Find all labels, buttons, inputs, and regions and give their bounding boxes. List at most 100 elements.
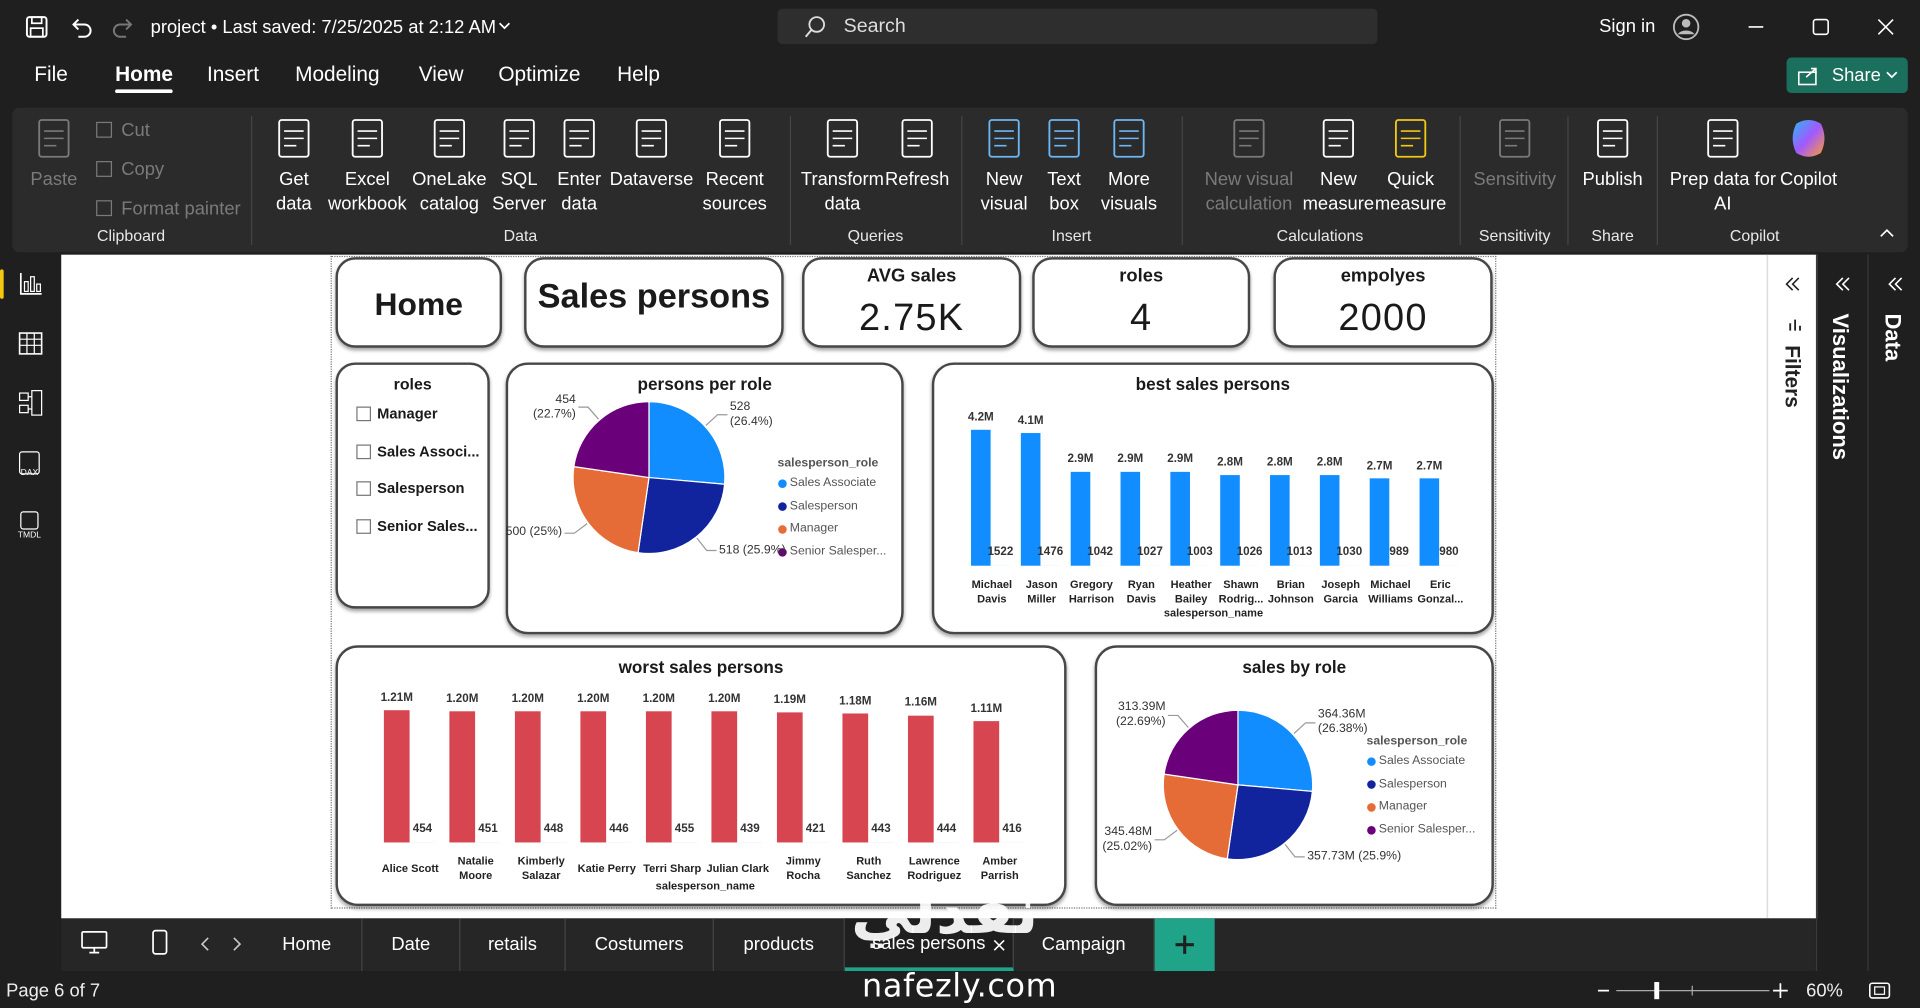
tmdl-view[interactable]: TMDL — [15, 509, 47, 541]
menu-item[interactable]: Help — [617, 62, 660, 86]
kpi-value: 2000 — [1338, 295, 1428, 339]
page-tab-label: sales persons — [872, 932, 986, 954]
table-view[interactable] — [17, 329, 44, 358]
ribbon-small-button[interactable]: Cut — [93, 118, 150, 142]
pie-slice — [572, 465, 650, 554]
page-tab[interactable]: Date — [362, 918, 461, 972]
page-tab[interactable]: Home — [252, 918, 363, 972]
maximize[interactable] — [1809, 15, 1833, 39]
save-icon[interactable] — [24, 15, 48, 39]
mobile-layout[interactable] — [149, 928, 171, 957]
ribbon-button[interactable]: Paste — [0, 114, 109, 192]
page-tab[interactable]: products — [714, 918, 845, 972]
menu-item[interactable]: Insert — [206, 62, 260, 86]
icon-lines — [1239, 130, 1259, 147]
page-tab[interactable]: retails — [460, 918, 566, 972]
ribbon-button[interactable]: New visual calculation — [1194, 114, 1304, 217]
ribbon-button[interactable]: Sensitivity — [1460, 114, 1570, 192]
sign-in[interactable]: Sign in — [1599, 15, 1656, 37]
fit-to-page[interactable] — [1867, 980, 1891, 1002]
ribbon-button[interactable]: New visual — [949, 114, 1059, 217]
leader-line — [1168, 714, 1189, 728]
menu-item[interactable]: Home — [115, 62, 173, 86]
expand-visualizations[interactable] — [1834, 276, 1851, 293]
ribbon-button[interactable]: Copilot — [1753, 114, 1863, 192]
ribbon-button[interactable]: Transform data — [787, 114, 897, 217]
previous-page[interactable] — [198, 936, 213, 953]
ribbon-button-label: Excel workbook — [328, 168, 407, 215]
ribbon-button[interactable]: Publish — [1558, 114, 1668, 192]
menu-item[interactable]: View — [418, 62, 464, 86]
ribbon-button[interactable]: Excel workbook — [312, 114, 422, 217]
avatar[interactable] — [1671, 12, 1700, 41]
legend-entry: Salesperson — [1378, 777, 1447, 791]
new-page-button[interactable] — [1154, 918, 1215, 972]
filters-label: Filters — [1780, 345, 1804, 408]
icon-lines — [724, 130, 745, 147]
next-page[interactable] — [229, 936, 244, 953]
icon-lines — [1119, 130, 1139, 147]
page-tab[interactable]: Campaign — [1014, 918, 1155, 972]
ribbon-button[interactable]: Prep data for AI — [1668, 114, 1778, 217]
group-separator — [1459, 116, 1461, 245]
bar — [1120, 471, 1141, 566]
dax-query-view[interactable]: DAX — [15, 449, 47, 481]
report-view[interactable] — [17, 269, 44, 298]
active-menu-underline — [115, 89, 173, 94]
menu-item[interactable]: Modeling — [295, 62, 380, 86]
desktop-layout[interactable] — [80, 928, 109, 957]
menu-item[interactable]: Optimize — [498, 62, 581, 86]
ribbon-button[interactable]: Text box — [1009, 114, 1119, 217]
ribbon-button[interactable]: New measure — [1283, 114, 1393, 217]
icon-frame — [38, 119, 70, 158]
x-tick-label: Jason Miller — [1025, 577, 1058, 605]
ribbon-button[interactable]: Recent sources — [680, 114, 790, 217]
small-icon — [96, 161, 113, 177]
expand-data[interactable] — [1887, 276, 1904, 293]
ribbon-button[interactable]: Dataverse — [596, 114, 706, 192]
filters-pane[interactable]: Filters — [1766, 254, 1818, 919]
slicer-checkbox[interactable] — [356, 406, 372, 422]
slicer-checkbox[interactable] — [356, 443, 372, 459]
page-tab[interactable]: Costumers — [566, 918, 714, 972]
close[interactable] — [1873, 15, 1897, 39]
zoom-slider[interactable] — [1592, 977, 1800, 1004]
ribbon-small-button[interactable]: Copy — [93, 157, 164, 181]
icon-frame — [1395, 119, 1427, 158]
status-dropdown[interactable] — [497, 20, 512, 32]
page-tab-label: Home — [282, 934, 332, 956]
page-tab[interactable]: sales persons — [844, 918, 1014, 972]
ribbon-button[interactable]: Quick measure — [1356, 114, 1466, 217]
slicer-checkbox[interactable] — [356, 518, 372, 534]
ribbon-group-label: Data — [503, 226, 538, 245]
data-label: 1.21M — [380, 690, 413, 705]
ribbon-button[interactable]: More visuals — [1074, 114, 1184, 217]
ribbon-button[interactable]: Refresh — [862, 114, 972, 192]
data-pane[interactable]: Data — [1867, 254, 1920, 972]
data-label: 2.8M — [1316, 455, 1343, 470]
redo-icon[interactable] — [111, 15, 135, 39]
ribbon-icon — [1792, 120, 1825, 157]
ribbon-button[interactable]: Enter data — [524, 114, 634, 217]
collapse-ribbon[interactable] — [1878, 227, 1895, 242]
share-button[interactable]: Share — [1786, 57, 1908, 94]
group-separator — [1656, 116, 1658, 245]
slicer-checkbox[interactable] — [356, 481, 372, 496]
expand-filters[interactable] — [1784, 276, 1801, 293]
home-button[interactable]: Home — [335, 257, 503, 348]
ribbon-button[interactable]: Get data — [239, 114, 349, 217]
minimize[interactable] — [1744, 15, 1768, 39]
data-label: 4.2M — [967, 410, 994, 425]
bar — [907, 715, 934, 843]
visualizations-pane[interactable]: Visualizations — [1815, 254, 1869, 972]
undo-icon[interactable] — [69, 15, 93, 39]
icon-lines — [1713, 130, 1733, 147]
legend-title: salesperson_role — [1366, 734, 1468, 749]
ribbon-small-button[interactable]: Format painter — [93, 196, 241, 220]
model-view[interactable] — [17, 388, 44, 417]
x-tick-label: Gregory Harrison — [1068, 577, 1115, 605]
ribbon-button[interactable]: OneLake catalog — [394, 114, 504, 217]
menu-item[interactable]: File — [34, 62, 68, 86]
ribbon-button[interactable]: SQL Server — [464, 114, 574, 217]
search-box[interactable]: Search — [777, 8, 1378, 45]
